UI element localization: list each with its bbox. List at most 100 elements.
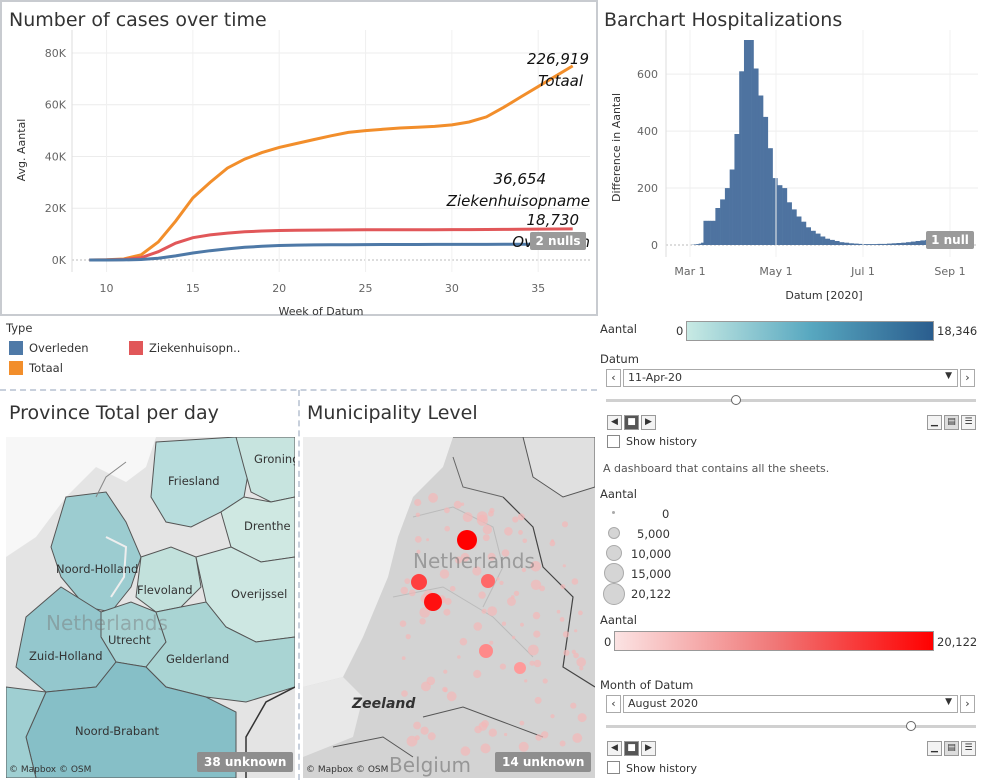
bar <box>903 242 907 245</box>
legend-swatch-ziekenhuis <box>129 340 143 355</box>
month-stop-button[interactable]: ■ <box>624 741 639 756</box>
bar <box>884 243 888 245</box>
bar <box>829 239 833 245</box>
bar <box>701 242 704 245</box>
municipality-dot <box>541 731 549 739</box>
line-null-badge: 2 nulls <box>530 232 586 250</box>
month-speed-fast-button[interactable]: ☰ <box>961 741 976 756</box>
municipality-dot <box>559 617 565 622</box>
bar <box>846 242 850 245</box>
bar <box>710 220 714 245</box>
municipality-dot <box>574 629 578 633</box>
bar <box>720 199 723 245</box>
municipality-dot <box>446 691 457 702</box>
province-map-title: Province Total per day <box>9 402 219 424</box>
map-label-utrecht: Utrecht <box>108 633 151 647</box>
municipality-dot <box>511 595 515 599</box>
bar <box>803 221 807 245</box>
municipality-dot <box>443 669 448 674</box>
bar <box>894 243 897 245</box>
datum-slider-thumb[interactable] <box>731 395 741 405</box>
month-next-button[interactable]: › <box>960 695 975 713</box>
municipality-dot <box>426 538 430 542</box>
line-label-totaal-name: Totaal <box>538 72 584 90</box>
month-prev-button[interactable]: ‹ <box>606 695 621 713</box>
municipality-dot <box>444 598 452 605</box>
bar <box>822 236 826 245</box>
municipality-dot <box>460 502 465 506</box>
month-play-forward-button[interactable]: ▶ <box>641 741 656 756</box>
province-map[interactable] <box>6 437 295 778</box>
datum-next-button[interactable]: › <box>960 369 975 387</box>
legend-item-ziekenhuis[interactable]: Ziekenhuisopn.. <box>129 340 240 355</box>
bar <box>851 243 854 245</box>
aantal-color-max: 18,346 <box>937 324 978 338</box>
legend-swatch-totaal <box>9 360 23 375</box>
municipality-dot <box>439 569 450 579</box>
bar <box>858 243 862 245</box>
datum-prev-button[interactable]: ‹ <box>606 369 621 387</box>
bar <box>913 241 916 245</box>
municipality-map-title: Municipality Level <box>307 402 478 424</box>
municipality-dot <box>455 556 463 564</box>
x-tick-label: 10 <box>100 282 114 295</box>
municipality-dot <box>442 686 448 693</box>
municipality-dot <box>487 552 496 561</box>
municipality-dot <box>560 584 566 590</box>
municipality-dot <box>534 696 542 704</box>
municipality-dot <box>527 644 539 656</box>
month-speed-slow-button[interactable]: ▁ <box>927 741 942 756</box>
bar <box>915 241 919 245</box>
bar <box>853 243 857 245</box>
datum-slider-track[interactable] <box>606 399 976 402</box>
municipality-unknown-badge[interactable]: 14 unknown <box>495 752 592 772</box>
line-series-totaal <box>89 64 574 262</box>
municipality-dot <box>401 690 408 697</box>
legend-item-overleden[interactable]: Overleden <box>9 340 89 355</box>
line-chart-title: Number of cases over time <box>9 9 267 31</box>
month-speed-normal-button[interactable]: ▤ <box>944 741 959 756</box>
show-history-checkbox-bottom[interactable] <box>607 761 620 774</box>
datum-play-forward-button[interactable]: ▶ <box>641 415 656 430</box>
municipality-map[interactable] <box>303 437 595 778</box>
bar <box>772 178 776 245</box>
show-history-checkbox-top[interactable] <box>607 435 620 448</box>
size-legend-label-2: 10,000 <box>631 547 672 561</box>
municipality-dot <box>563 649 570 656</box>
bar <box>834 241 838 245</box>
y-axis-label: Avg. Aantal <box>15 119 28 182</box>
speed-fast-button[interactable]: ☰ <box>961 415 976 430</box>
municipality-dot <box>530 579 542 590</box>
municipality-map-attribution[interactable]: © Mapbox © OSM <box>306 765 389 775</box>
size-legend-circle-1 <box>608 527 620 539</box>
municipality-dot <box>570 702 577 709</box>
speed-slow-button[interactable]: ▁ <box>927 415 942 430</box>
datum-play-back-button[interactable]: ◀ <box>607 415 622 430</box>
bar <box>748 40 752 245</box>
bar <box>794 209 797 245</box>
municipality-dot <box>489 640 494 645</box>
datum-dropdown[interactable]: 11-Apr-20 ▼ <box>623 369 958 387</box>
legend-item-totaal[interactable]: Totaal <box>9 360 63 375</box>
line-label-totaal-value: 226,919 <box>527 50 589 68</box>
municipality-dot <box>517 513 525 521</box>
municipality-dot <box>419 607 430 618</box>
month-slider-thumb[interactable] <box>906 721 916 731</box>
bar-y-tick-label: 400 <box>637 125 658 138</box>
bar-y-axis-label: Difference in Aantal <box>610 93 623 202</box>
line-label-zieken-name: Ziekenhuisopname <box>446 192 590 210</box>
bar <box>860 243 864 245</box>
line-chart-svg: 0K 20K 40K 60K 80K 10 15 20 25 30 35 Avg. Aantal Wee… <box>15 30 590 316</box>
month-slider-track[interactable] <box>606 725 976 728</box>
month-dropdown[interactable]: August 2020 ▼ <box>623 695 958 713</box>
province-map-attribution[interactable]: © Mapbox © OSM <box>9 765 92 775</box>
municipality-dot <box>556 609 561 614</box>
month-play-back-button[interactable]: ◀ <box>607 741 622 756</box>
bar <box>743 40 747 245</box>
municipality-dot <box>480 743 491 754</box>
map-label-noord-brabant: Noord-Brabant <box>75 724 160 738</box>
speed-normal-button[interactable]: ▤ <box>944 415 959 430</box>
datum-stop-button[interactable]: ■ <box>624 415 639 430</box>
province-unknown-badge[interactable]: 38 unknown <box>197 752 294 772</box>
bar <box>870 244 873 245</box>
